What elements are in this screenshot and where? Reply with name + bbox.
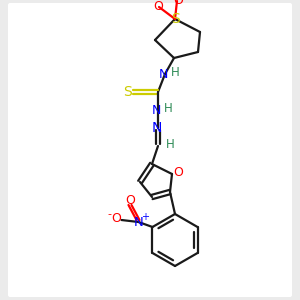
Text: S: S [123,85,131,99]
Text: O: O [153,0,163,13]
Text: O: O [173,0,183,7]
Text: H: H [171,67,179,80]
FancyBboxPatch shape [8,3,292,297]
Text: S: S [171,12,179,26]
Text: H: H [164,103,172,116]
Text: H: H [166,137,174,151]
Text: O: O [125,194,135,206]
Text: N: N [152,121,162,135]
Text: O: O [173,166,183,178]
Text: +: + [142,212,149,222]
Text: N: N [151,103,161,116]
Text: -: - [107,209,112,219]
Text: O: O [112,212,122,224]
Text: N: N [134,215,143,229]
Text: N: N [158,68,168,80]
